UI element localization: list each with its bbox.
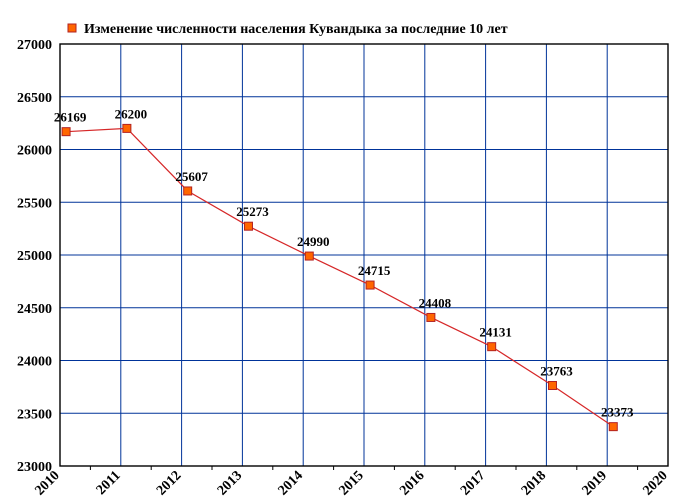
point-label: 25607	[175, 169, 208, 184]
series-marker	[609, 423, 617, 431]
point-label: 24715	[358, 263, 391, 278]
point-label: 24990	[297, 234, 330, 249]
series-marker	[244, 222, 252, 230]
series-marker	[548, 382, 556, 390]
series-marker	[62, 128, 70, 136]
y-tick-label: 24500	[17, 302, 52, 317]
line-chart: 2300023500240002450025000255002600026500…	[0, 0, 680, 500]
chart-container: 2300023500240002450025000255002600026500…	[0, 0, 680, 500]
series-marker	[427, 313, 435, 321]
point-label: 26200	[115, 106, 148, 121]
series-marker	[305, 252, 313, 260]
point-label: 23373	[601, 405, 634, 420]
point-label: 24408	[419, 295, 452, 310]
point-label: 23763	[540, 364, 573, 379]
y-tick-label: 23500	[17, 407, 52, 422]
y-tick-label: 26500	[17, 91, 52, 106]
legend-label: Изменение численности населения Кувандык…	[84, 22, 508, 37]
y-tick-label: 24000	[17, 355, 52, 370]
y-tick-label: 27000	[17, 38, 52, 53]
legend: Изменение численности населения Кувандык…	[68, 22, 508, 37]
legend-marker-icon	[68, 24, 76, 32]
y-tick-label: 25000	[17, 249, 52, 264]
y-tick-label: 26000	[17, 144, 52, 159]
series-marker	[184, 187, 192, 195]
series-marker	[123, 124, 131, 132]
series-marker	[488, 343, 496, 351]
series-marker	[366, 281, 374, 289]
point-label: 24131	[479, 325, 512, 340]
point-label: 25273	[236, 204, 269, 219]
point-label: 26169	[54, 110, 87, 125]
y-tick-label: 25500	[17, 196, 52, 211]
y-axis-labels: 2300023500240002450025000255002600026500…	[17, 38, 52, 475]
